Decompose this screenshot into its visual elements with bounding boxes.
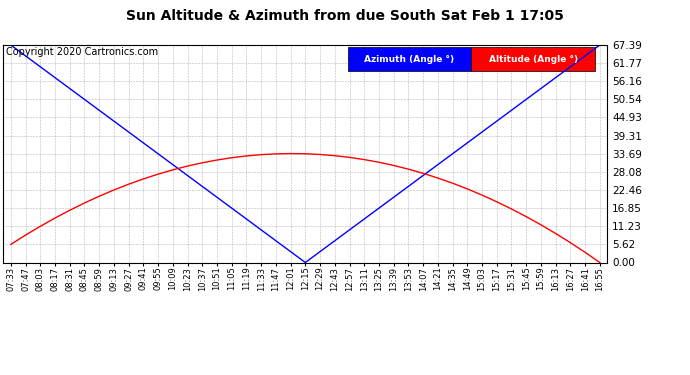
Text: Copyright 2020 Cartronics.com: Copyright 2020 Cartronics.com — [6, 47, 159, 57]
Bar — [471, 47, 595, 71]
Text: Altitude (Angle °): Altitude (Angle °) — [489, 55, 578, 64]
Text: Sun Altitude & Azimuth from due South Sat Feb 1 17:05: Sun Altitude & Azimuth from due South Sa… — [126, 9, 564, 23]
Text: Azimuth (Angle °): Azimuth (Angle °) — [364, 55, 455, 64]
Bar — [348, 47, 471, 71]
